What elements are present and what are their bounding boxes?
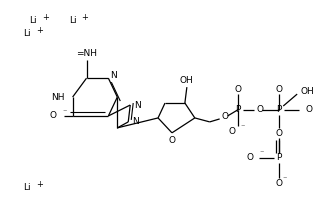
Text: +: + — [36, 26, 43, 35]
Text: Li: Li — [69, 16, 76, 25]
Text: +: + — [42, 13, 49, 22]
Text: P: P — [277, 153, 282, 162]
Text: P: P — [277, 105, 282, 114]
Text: +: + — [36, 180, 43, 189]
Text: OH: OH — [300, 87, 314, 96]
Text: +: + — [82, 13, 89, 22]
Text: N: N — [110, 71, 117, 80]
Text: Li: Li — [29, 16, 37, 25]
Text: O: O — [228, 127, 235, 136]
Text: ⁻: ⁻ — [240, 122, 245, 131]
Text: Li: Li — [23, 183, 31, 192]
Text: NH: NH — [51, 93, 65, 102]
Text: ⁻: ⁻ — [282, 174, 287, 183]
Text: O: O — [276, 129, 283, 138]
Text: O: O — [276, 179, 283, 188]
Text: O: O — [234, 85, 241, 94]
Text: P: P — [235, 105, 240, 114]
Text: O: O — [276, 85, 283, 94]
Text: O: O — [305, 105, 312, 114]
Text: ⁻: ⁻ — [259, 148, 264, 157]
Text: O: O — [222, 113, 229, 121]
Text: N: N — [132, 118, 139, 126]
Text: OH: OH — [180, 76, 194, 85]
Text: Li: Li — [23, 29, 31, 38]
Text: ⁻: ⁻ — [63, 108, 67, 116]
Text: O: O — [168, 136, 175, 145]
Text: N: N — [134, 100, 141, 110]
Text: O: O — [50, 111, 57, 121]
Text: =NH: =NH — [76, 49, 97, 58]
Text: O: O — [246, 153, 253, 162]
Text: O: O — [256, 105, 263, 114]
